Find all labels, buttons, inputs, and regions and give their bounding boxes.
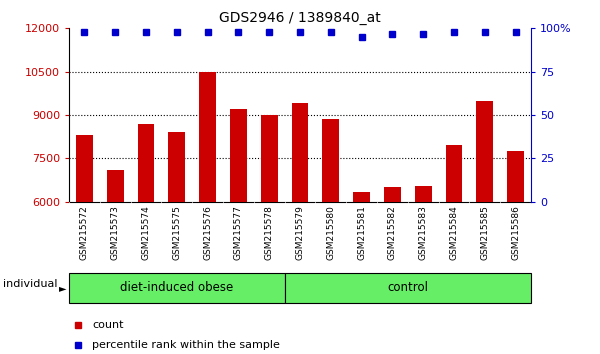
Text: GSM215579: GSM215579 [296, 205, 305, 260]
Text: count: count [92, 320, 124, 330]
Bar [446, 145, 463, 202]
Bar [507, 151, 524, 202]
Text: GSM215577: GSM215577 [234, 205, 243, 260]
Text: GSM215574: GSM215574 [142, 205, 151, 260]
Text: GSM215572: GSM215572 [80, 205, 89, 260]
Text: GSM215575: GSM215575 [172, 205, 181, 260]
Text: GSM215585: GSM215585 [481, 205, 490, 260]
Bar [169, 132, 185, 202]
Bar [76, 135, 93, 202]
Bar [476, 101, 493, 202]
Text: GSM215586: GSM215586 [511, 205, 520, 260]
Text: control: control [388, 281, 428, 294]
Bar [322, 119, 339, 202]
Text: GSM215573: GSM215573 [111, 205, 120, 260]
Text: GSM215576: GSM215576 [203, 205, 212, 260]
Bar [261, 115, 278, 202]
Text: GSM215580: GSM215580 [326, 205, 335, 260]
Bar [137, 124, 154, 202]
Bar [353, 192, 370, 202]
Bar [199, 72, 216, 202]
Text: ►: ► [59, 282, 66, 293]
Bar [69, 273, 284, 303]
Text: GSM215582: GSM215582 [388, 205, 397, 260]
Text: percentile rank within the sample: percentile rank within the sample [92, 340, 280, 350]
Bar [292, 103, 308, 202]
Bar [384, 187, 401, 202]
Text: GSM215583: GSM215583 [419, 205, 428, 260]
Text: diet-induced obese: diet-induced obese [120, 281, 233, 294]
Text: individual: individual [3, 279, 58, 289]
Text: GSM215584: GSM215584 [449, 205, 458, 260]
Bar [284, 273, 531, 303]
Bar [107, 170, 124, 202]
Bar [415, 186, 431, 202]
Text: GSM215581: GSM215581 [357, 205, 366, 260]
Title: GDS2946 / 1389840_at: GDS2946 / 1389840_at [219, 11, 381, 24]
Text: GSM215578: GSM215578 [265, 205, 274, 260]
Bar [230, 109, 247, 202]
